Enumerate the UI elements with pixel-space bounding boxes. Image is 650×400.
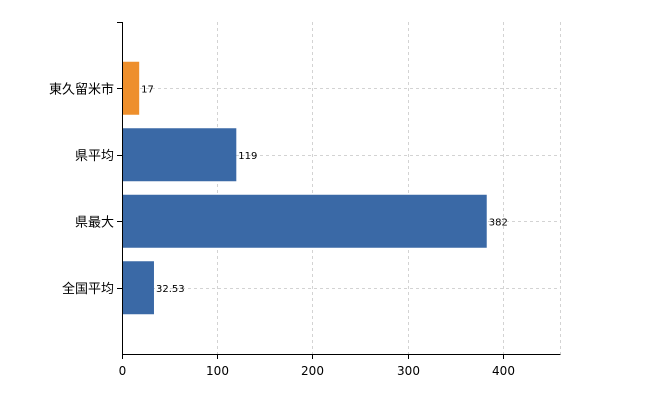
data-label: 17 (141, 84, 154, 95)
x-tick-label: 100 (206, 364, 229, 378)
category-label: 東久留米市 (49, 81, 114, 97)
category-label: 県最大 (75, 215, 114, 230)
x-tick-label: 0 (119, 364, 127, 378)
data-label: 119 (238, 151, 257, 162)
x-tick-label: 400 (492, 364, 515, 378)
category-label: 全国平均 (62, 281, 114, 297)
x-tick-label: 200 (301, 364, 324, 378)
x-tick-label: 300 (397, 364, 420, 378)
data-label: 32.53 (156, 284, 185, 295)
bar (123, 261, 154, 315)
bar (123, 194, 487, 248)
bar (123, 128, 237, 182)
bar (123, 61, 140, 115)
data-label: 382 (489, 217, 508, 228)
category-label: 県平均 (75, 149, 114, 164)
